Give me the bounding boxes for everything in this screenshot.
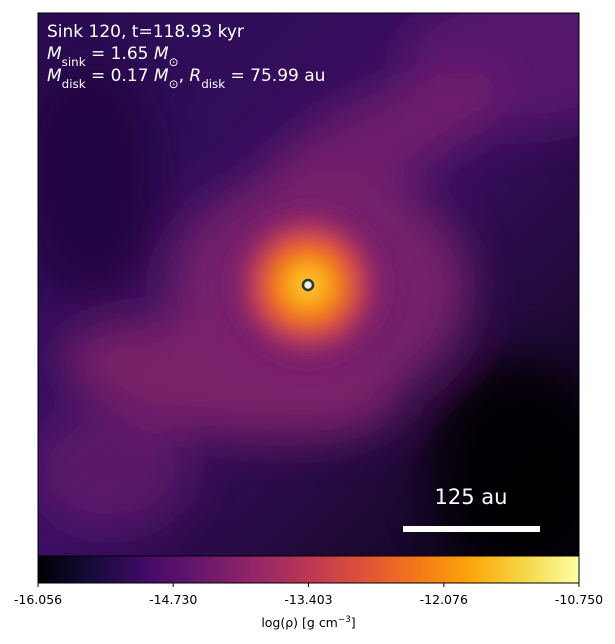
text-segment: ⊙	[169, 55, 179, 69]
colorbar: -16.056 -14.730 -13.403 -12.076 -10.750 log(ρ…	[14, 555, 603, 630]
colorbar-tick-label: -13.403	[284, 592, 332, 607]
colorbar-label: log(ρ) [g cm−3]	[261, 615, 355, 630]
text-segment: = 0.17	[86, 66, 154, 86]
sink-marker	[301, 278, 315, 292]
scale-bar-label: 125 au	[435, 485, 508, 509]
annotation: Sink 120, t=118.93 kyr	[47, 22, 244, 42]
text-segment: ,	[179, 66, 190, 86]
text-segment: = 1.65	[86, 44, 154, 64]
text-segment: M	[47, 66, 62, 86]
colorbar-tick-label: -14.730	[149, 592, 197, 607]
colorbar-tick-label: -16.056	[14, 592, 62, 607]
density-image	[38, 13, 579, 556]
text-segment: disk	[201, 77, 225, 91]
text-segment: Sink 120, t=118.93 kyr	[47, 22, 244, 42]
text-segment: sink	[62, 55, 86, 69]
text-segment: −3	[338, 615, 351, 625]
text-segment: = 75.99 au	[225, 66, 325, 86]
text-segment: ⊙	[169, 77, 179, 91]
text-segment: M	[154, 66, 169, 86]
colorbar-scale	[37, 555, 580, 584]
text-segment: log(ρ) [g cm	[261, 615, 338, 630]
annotation: Mdisk = 0.17 M⊙, Rdisk = 75.99 au	[47, 66, 325, 91]
colorbar-tick-label: -10.750	[555, 592, 603, 607]
text-segment: M	[47, 44, 62, 64]
text-segment: disk	[62, 77, 86, 91]
annotation: Msink = 1.65 M⊙	[47, 44, 179, 69]
text-segment: M	[154, 44, 169, 64]
text-segment: ]	[351, 615, 356, 630]
colorbar-tick-label: -12.076	[420, 592, 468, 607]
text-segment: R	[189, 66, 201, 86]
